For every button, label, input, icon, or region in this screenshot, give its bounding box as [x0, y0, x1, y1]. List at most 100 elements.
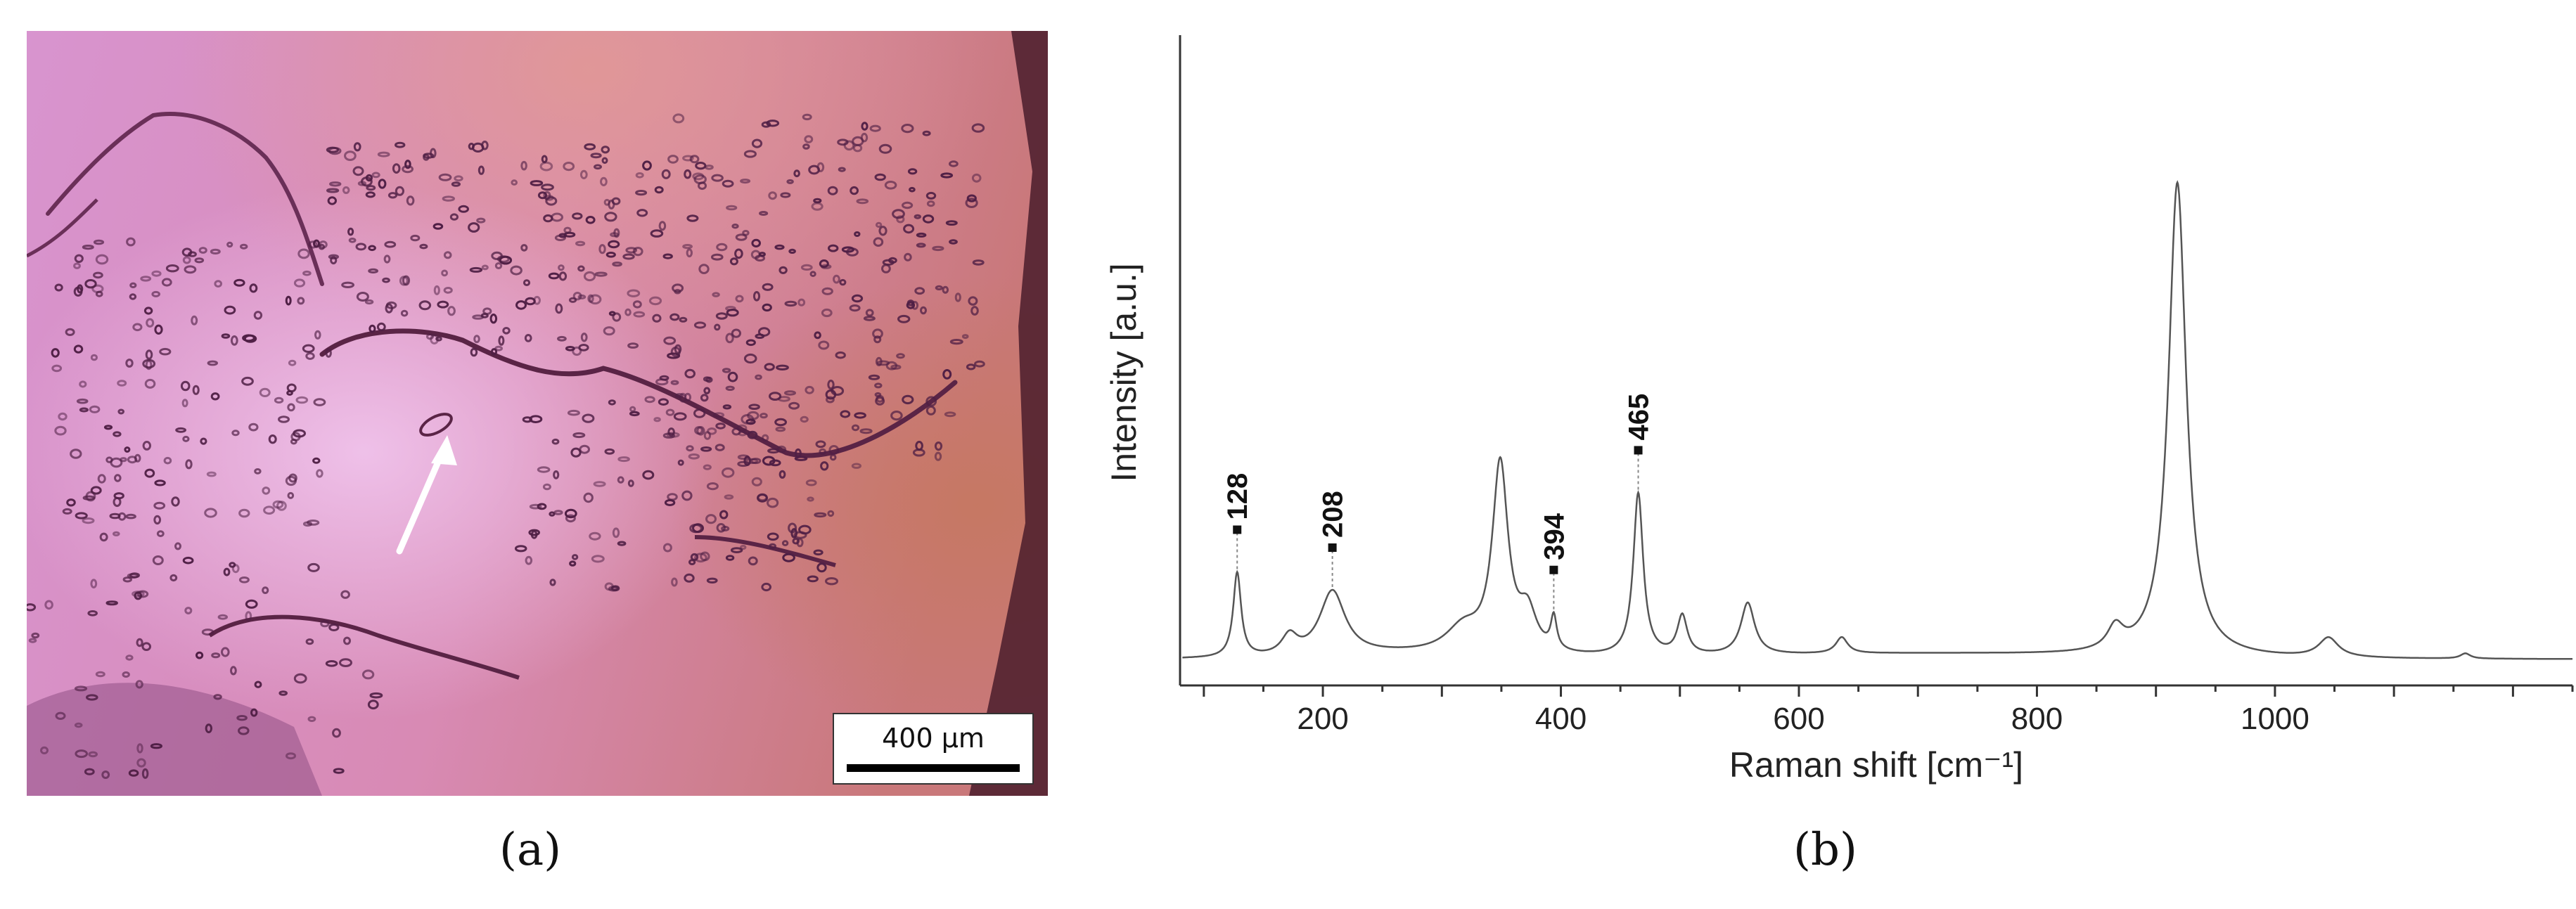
- pore: [146, 318, 155, 328]
- pore: [761, 121, 771, 128]
- pore: [328, 147, 342, 155]
- pore: [523, 279, 531, 287]
- peak-label: 128: [1222, 473, 1253, 520]
- pore: [319, 240, 328, 249]
- pore: [184, 607, 193, 614]
- pore: [224, 305, 236, 315]
- pore: [399, 276, 409, 286]
- pore: [873, 237, 884, 247]
- pore: [128, 769, 139, 777]
- pore: [73, 344, 84, 354]
- pore: [230, 335, 238, 346]
- pore: [942, 285, 949, 294]
- pore: [221, 333, 231, 339]
- pore: [490, 348, 498, 356]
- pore: [604, 448, 615, 455]
- pore: [974, 360, 985, 368]
- pore: [745, 339, 756, 347]
- pore: [330, 256, 338, 265]
- pore: [575, 240, 586, 247]
- pore: [476, 217, 486, 224]
- pore: [423, 153, 435, 159]
- pore: [662, 253, 673, 259]
- pore: [153, 501, 166, 510]
- pore: [636, 209, 648, 217]
- pore: [254, 468, 262, 475]
- pore: [129, 282, 137, 288]
- pore: [499, 255, 513, 265]
- pore: [285, 295, 292, 306]
- pore: [54, 425, 67, 436]
- pore: [935, 285, 943, 290]
- pore: [125, 359, 134, 368]
- pore: [274, 397, 284, 404]
- pore: [120, 457, 127, 463]
- pore: [904, 252, 912, 262]
- pore: [805, 479, 817, 486]
- pore: [642, 160, 652, 171]
- pore: [768, 191, 777, 200]
- pore: [585, 216, 596, 224]
- pore: [584, 143, 596, 150]
- pore: [579, 169, 588, 179]
- pore: [76, 398, 89, 404]
- pore: [583, 271, 596, 282]
- pore: [778, 470, 786, 479]
- pore: [684, 169, 692, 179]
- pore: [590, 153, 602, 159]
- pore: [326, 188, 340, 193]
- pore: [713, 412, 725, 418]
- pore: [798, 524, 812, 535]
- pore: [828, 244, 839, 252]
- pore: [316, 469, 323, 478]
- pore: [743, 150, 757, 158]
- pore: [525, 297, 536, 306]
- pore: [776, 445, 787, 453]
- scale-bar-line: [847, 764, 1020, 772]
- pore: [610, 232, 619, 238]
- pore: [328, 624, 340, 631]
- pore: [650, 229, 664, 238]
- pore: [601, 146, 610, 154]
- caption-b: (b): [1793, 824, 1857, 876]
- pore: [677, 459, 684, 466]
- pore: [580, 333, 588, 342]
- pore: [383, 254, 391, 264]
- pore: [470, 347, 478, 357]
- pore: [136, 758, 146, 768]
- pore: [582, 413, 595, 423]
- pore: [774, 418, 787, 427]
- pore: [553, 470, 560, 479]
- pore: [320, 619, 330, 628]
- pore: [347, 227, 354, 236]
- pore: [293, 278, 306, 288]
- pore: [141, 768, 149, 779]
- pore: [339, 658, 352, 667]
- pore: [688, 559, 696, 565]
- pore: [684, 392, 692, 402]
- pore: [314, 330, 321, 340]
- pore: [916, 232, 927, 238]
- pore: [860, 132, 869, 143]
- pore: [451, 181, 461, 187]
- pore: [159, 347, 172, 356]
- pore: [563, 231, 576, 238]
- pore: [340, 590, 350, 599]
- pore: [706, 577, 718, 584]
- pore: [840, 410, 851, 418]
- pore: [693, 408, 706, 418]
- pore: [605, 252, 616, 258]
- pore: [712, 292, 720, 297]
- pore: [525, 555, 533, 565]
- pore: [922, 214, 935, 224]
- pore: [914, 214, 922, 219]
- pore: [302, 344, 315, 353]
- pore: [748, 556, 758, 566]
- pore: [715, 423, 726, 430]
- pore: [722, 179, 734, 188]
- pore: [663, 336, 677, 345]
- pore: [632, 300, 642, 309]
- pore: [719, 510, 729, 520]
- pore: [352, 166, 364, 176]
- pore: [617, 456, 630, 463]
